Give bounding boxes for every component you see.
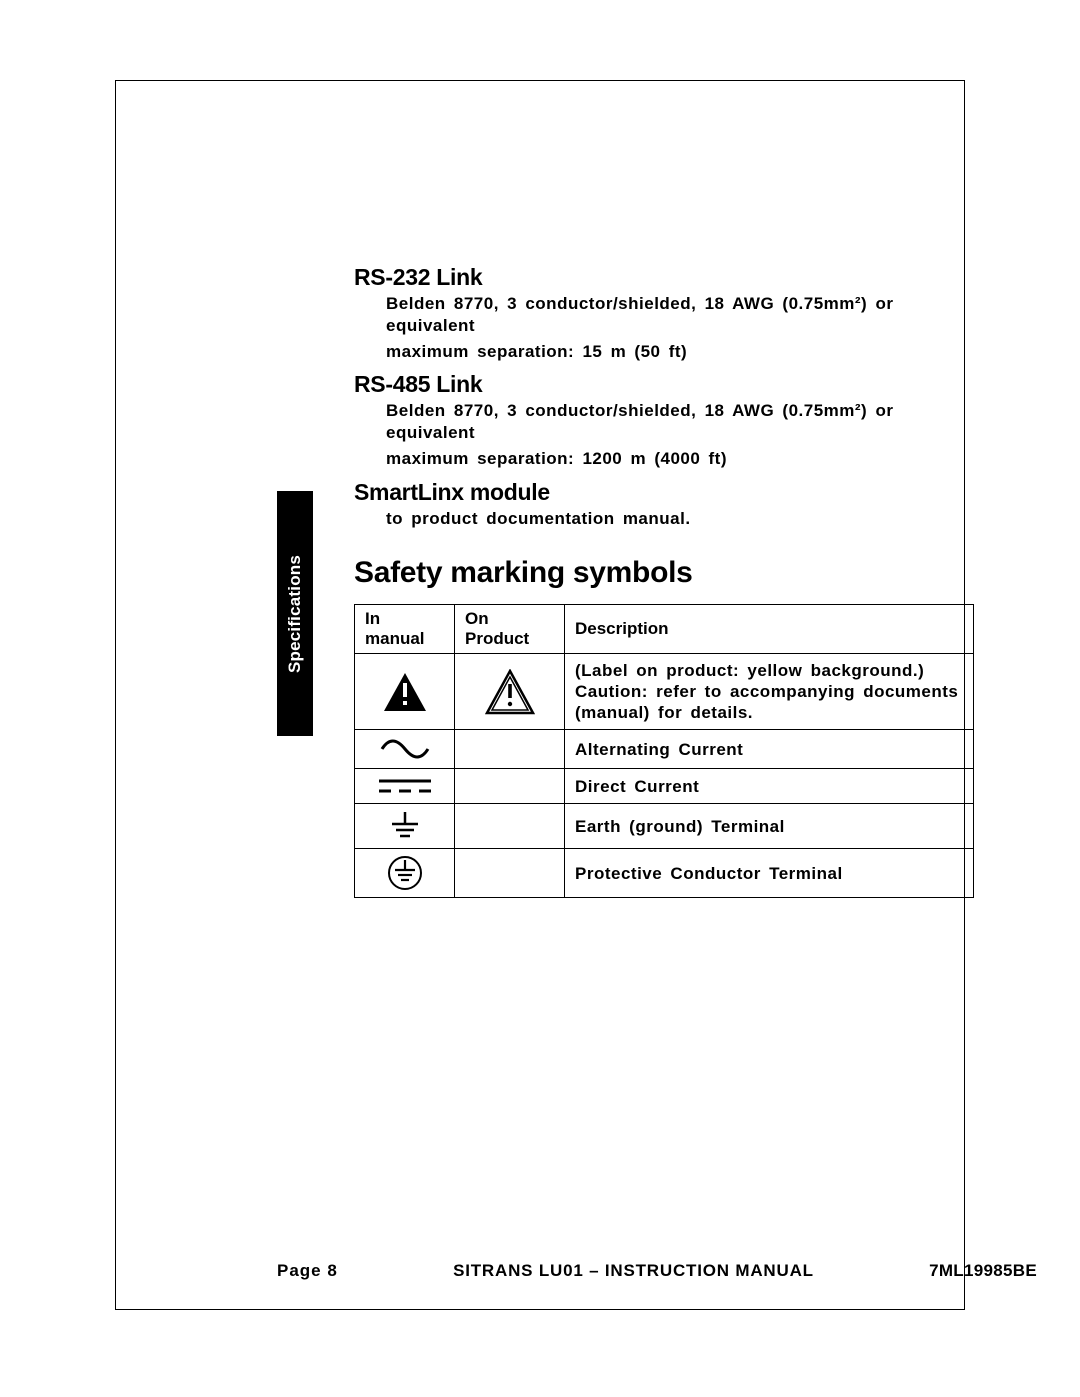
protective-conductor-icon xyxy=(355,849,455,898)
table-row: Protective Conductor Terminal xyxy=(355,849,974,898)
rs485-line1: Belden 8770, 3 conductor/shielded, 18 AW… xyxy=(386,400,974,444)
desc-text: (Label on product: yellow background.) C… xyxy=(575,660,963,724)
smartlinx-line1: to product documentation manual. xyxy=(386,508,974,530)
footer-title: SITRANS LU01 – INSTRUCTION MANUAL xyxy=(453,1261,814,1281)
page-footer: Page 8 SITRANS LU01 – INSTRUCTION MANUAL… xyxy=(277,1261,1037,1281)
desc-text: Alternating Current xyxy=(575,739,963,760)
safety-heading: Safety marking symbols xyxy=(354,556,974,590)
warning-triangle-filled-icon xyxy=(355,653,455,730)
symbols-table: In manual On Product Description xyxy=(354,604,974,899)
main-content: RS-232 Link Belden 8770, 3 conductor/shi… xyxy=(354,256,974,898)
rs485-heading: RS-485 Link xyxy=(354,371,974,398)
row-desc: Protective Conductor Terminal xyxy=(565,849,974,898)
row-desc: Alternating Current xyxy=(565,730,974,769)
rs232-line2: maximum separation: 15 m (50 ft) xyxy=(386,341,974,363)
rs485-line2: maximum separation: 1200 m (4000 ft) xyxy=(386,448,974,470)
rs232-heading: RS-232 Link xyxy=(354,264,974,291)
empty-cell xyxy=(455,804,565,849)
dc-icon xyxy=(355,769,455,804)
desc-text: Protective Conductor Terminal xyxy=(575,863,963,884)
empty-cell xyxy=(455,730,565,769)
ac-icon xyxy=(355,730,455,769)
row-desc: (Label on product: yellow background.) C… xyxy=(565,653,974,730)
empty-cell xyxy=(455,769,565,804)
side-tab-label: Specifications xyxy=(285,554,305,672)
empty-cell xyxy=(455,849,565,898)
earth-ground-icon xyxy=(355,804,455,849)
warning-triangle-outline-icon xyxy=(455,653,565,730)
table-row: Alternating Current xyxy=(355,730,974,769)
page-border: Specifications RS-232 Link Belden 8770, … xyxy=(115,80,965,1310)
col-in-manual: In manual xyxy=(355,604,455,653)
table-header-row: In manual On Product Description xyxy=(355,604,974,653)
desc-text: Earth (ground) Terminal xyxy=(575,816,963,837)
table-row: Earth (ground) Terminal xyxy=(355,804,974,849)
footer-page: Page 8 xyxy=(277,1261,338,1281)
table-row: Direct Current xyxy=(355,769,974,804)
row-desc: Direct Current xyxy=(565,769,974,804)
smartlinx-heading: SmartLinx module xyxy=(354,479,974,506)
side-tab: Specifications xyxy=(277,491,313,736)
col-description: Description xyxy=(565,604,974,653)
row-desc: Earth (ground) Terminal xyxy=(565,804,974,849)
col-on-product: On Product xyxy=(455,604,565,653)
table-row: (Label on product: yellow background.) C… xyxy=(355,653,974,730)
footer-code: 7ML19985BE xyxy=(929,1261,1037,1281)
rs232-line1: Belden 8770, 3 conductor/shielded, 18 AW… xyxy=(386,293,974,337)
desc-text: Direct Current xyxy=(575,776,963,797)
